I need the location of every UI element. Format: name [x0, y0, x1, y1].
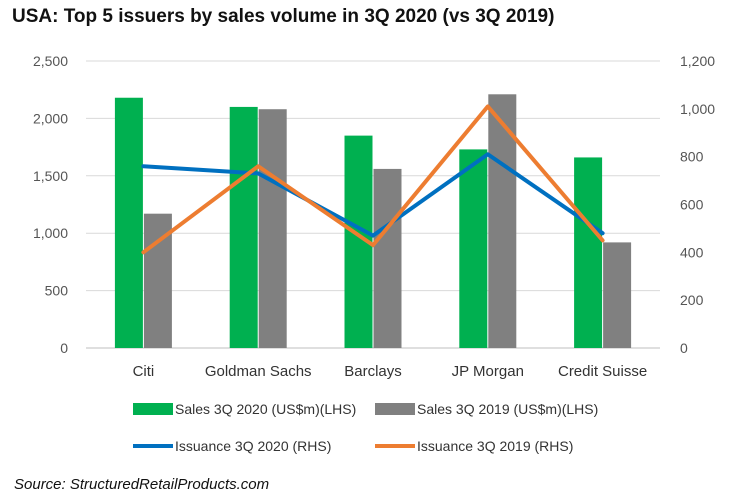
- source-note: Source: StructuredRetailProducts.com: [14, 476, 270, 493]
- y-left-tick-label: 500: [45, 283, 69, 299]
- y-right-tick-label: 1,200: [680, 53, 715, 69]
- bar: [229, 106, 258, 348]
- y-right-tick-label: 200: [680, 292, 704, 308]
- y-right-tick-label: 0: [680, 340, 688, 356]
- y-left-tick-label: 0: [60, 340, 68, 356]
- x-category-label: JP Morgan: [452, 363, 524, 380]
- legend-label: Sales 3Q 2019 (US$m)(LHS): [417, 401, 598, 417]
- legend-label: Issuance 3Q 2019 (RHS): [417, 438, 573, 454]
- y-right-tick-label: 1,000: [680, 101, 715, 117]
- y-left-tick-label: 2,000: [33, 110, 68, 126]
- legend-swatch: [133, 403, 173, 415]
- y-left-tick-label: 1,000: [33, 225, 68, 241]
- x-category-label: Credit Suisse: [558, 363, 647, 380]
- legend-label: Sales 3Q 2020 (US$m)(LHS): [175, 401, 356, 417]
- bar: [459, 149, 488, 348]
- bar: [373, 168, 402, 348]
- chart-title: USA: Top 5 issuers by sales volume in 3Q…: [12, 6, 555, 27]
- bar: [114, 97, 143, 349]
- y-right-tick-label: 600: [680, 197, 704, 213]
- bar: [603, 242, 632, 348]
- y-left-tick-label: 2,500: [33, 53, 68, 69]
- y-right-tick-label: 400: [680, 244, 704, 260]
- y-right-tick-label: 800: [680, 149, 704, 165]
- y-left-tick-label: 1,500: [33, 168, 68, 184]
- bar: [258, 109, 287, 348]
- chart-area: 0 500 1,000 1,500 2,000 2,500 0 200 400 600 800 1,0…: [33, 53, 715, 454]
- x-category-label: Goldman Sachs: [205, 363, 312, 380]
- series-line: [141, 104, 605, 255]
- legend-label: Issuance 3Q 2020 (RHS): [175, 438, 331, 454]
- series-line: [141, 152, 605, 238]
- x-category-label: Citi: [133, 363, 155, 380]
- legend-swatch: [375, 403, 415, 415]
- bar: [574, 157, 603, 348]
- x-category-label: Barclays: [344, 363, 402, 380]
